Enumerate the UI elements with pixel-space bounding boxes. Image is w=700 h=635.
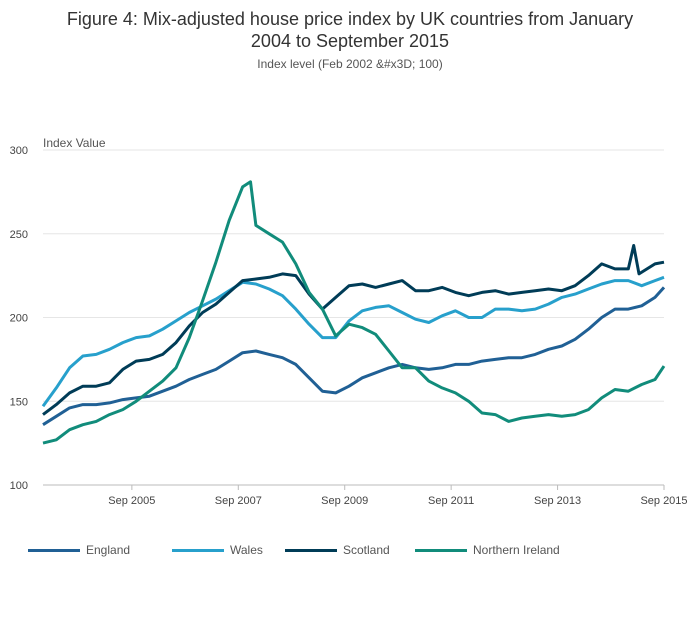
x-tick-label: Sep 2011: [428, 495, 474, 507]
legend-item-scotland[interactable]: Scotland: [285, 540, 390, 560]
legend-label: Scotland: [343, 543, 390, 557]
legend-label: Wales: [230, 543, 263, 557]
legend-swatch: [285, 548, 337, 552]
x-tick-label: Sep 2013: [534, 495, 581, 507]
series-line-northern-ireland[interactable]: [42, 180, 666, 445]
y-tick-label: 250: [10, 229, 28, 241]
legend-label: Northern Ireland: [473, 543, 560, 557]
legend-swatch: [415, 548, 467, 552]
chart-title: Figure 4: Mix-adjusted house price index…: [0, 8, 700, 52]
y-axis-label: Index Value: [43, 136, 106, 150]
series-line-wales[interactable]: [41, 275, 665, 408]
chart-title-line-1: Figure 4: Mix-adjusted house price index…: [66, 9, 634, 29]
series-lines: [41, 180, 666, 445]
x-axis-ticks: Sep 2005 Sep 2007 Sep 2009 Sep 2011 Sep 2013…: [108, 485, 688, 507]
series-line-scotland[interactable]: [42, 244, 665, 416]
chart-subtitle: Index level (Feb 2002 &#x3D; 100): [257, 57, 443, 71]
legend-item-wales[interactable]: Wales: [172, 540, 263, 560]
series-line-england[interactable]: [42, 286, 666, 426]
chart-title-line-2: 2004 to September 2015: [250, 31, 450, 51]
legend-label: England: [86, 543, 131, 557]
legend: England Wales Scotland Northern Ireland: [20, 540, 700, 560]
y-tick-label: 100: [10, 480, 28, 492]
y-tick-label: 300: [10, 145, 28, 157]
x-tick-label: Sep 2007: [215, 495, 262, 507]
y-tick-label: 200: [10, 313, 28, 325]
legend-swatch: [28, 548, 80, 552]
legend-swatch: [172, 548, 224, 552]
x-tick-label: Sep 2009: [321, 495, 368, 507]
x-tick-label: Sep 2005: [108, 495, 155, 507]
legend-item-england[interactable]: England: [28, 540, 130, 560]
x-tick-label: Sep 2015: [640, 495, 687, 507]
y-tick-label: 150: [10, 396, 28, 408]
y-axis-ticks: 100 150 200 250 300: [10, 145, 28, 492]
legend-item-northern-ireland[interactable]: Northern Ireland: [415, 540, 560, 560]
